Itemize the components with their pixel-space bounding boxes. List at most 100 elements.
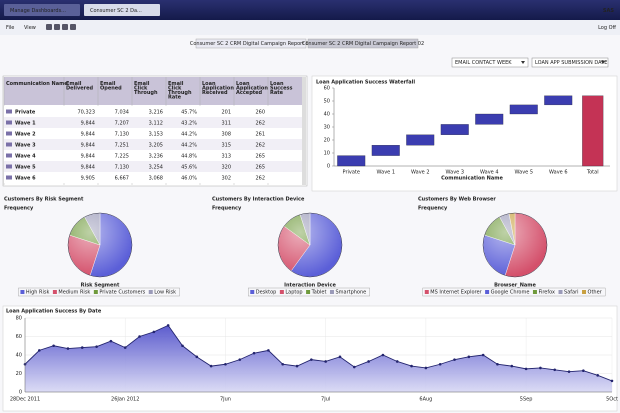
point <box>467 355 471 359</box>
table-cell: 7,207 <box>115 120 129 126</box>
scrollbar <box>302 77 306 185</box>
legend-swatch <box>424 290 429 294</box>
legend-swatch <box>582 290 587 294</box>
y-tick-label: 40 <box>324 112 330 118</box>
row-icon <box>6 120 12 125</box>
report-tab[interactable] <box>307 38 419 49</box>
legend-title: Risk Segment <box>81 283 120 289</box>
window-tab[interactable] <box>4 4 80 16</box>
point <box>453 358 456 361</box>
table-cell: 44.8% <box>181 153 197 159</box>
point <box>510 364 514 368</box>
table-row <box>4 128 302 139</box>
x-tick-label: 26Jan 2012 <box>111 397 139 403</box>
x-tick-label: Private <box>343 170 360 176</box>
table-cell: 45.6% <box>181 164 197 170</box>
legend-label: Safari <box>564 290 579 296</box>
toolbar-icon[interactable] <box>62 24 68 30</box>
legend-label: Tablet <box>311 290 327 296</box>
window-tab-label[interactable]: Consumer SC 2 Da... <box>90 8 142 14</box>
y-tick-label: 60 <box>16 334 22 340</box>
waterfall-bar <box>371 145 400 156</box>
legend-box <box>248 287 370 297</box>
filter-dropdown[interactable] <box>531 57 609 68</box>
table-cell: 6,667 <box>115 175 129 181</box>
row-icon <box>6 131 12 136</box>
table-cell: 3,068 <box>149 175 163 181</box>
table-cell: 313 <box>221 153 231 159</box>
chart-title: Loan Application Success By Date <box>6 309 102 315</box>
table-cell: 44.2% <box>181 142 197 148</box>
line <box>24 324 613 382</box>
x-tick-label: 6Aug <box>419 397 432 403</box>
table-cell: 9,844 <box>81 153 95 159</box>
table-cell: 7,130 <box>115 131 129 137</box>
table-cell: 3,205 <box>149 142 163 148</box>
x-tick-label: 7Jun <box>220 397 231 403</box>
legend-label: Private Customers <box>99 290 145 296</box>
total-bar <box>582 95 604 167</box>
table-cell: 9,844 <box>81 131 95 137</box>
report-tab[interactable] <box>195 38 307 49</box>
table-cell: 308 <box>221 131 231 137</box>
point <box>281 362 285 366</box>
log-off[interactable]: Log Off <box>598 25 616 31</box>
report-tab-label[interactable]: Consumer SC 2 CRM Digital Campaign Repor… <box>302 41 424 47</box>
point <box>252 351 256 355</box>
x-tick-label: Wave 5 <box>515 170 534 176</box>
point <box>123 346 127 349</box>
filter-label[interactable]: LOAN APP SUBMISSION DATE <box>535 60 607 66</box>
table-cell: 201 <box>221 109 231 115</box>
table-cell: 43.2% <box>181 120 197 126</box>
y-tick-label: 60 <box>324 86 330 92</box>
column-header: Communication Name <box>6 81 68 87</box>
table-cell: 3,236 <box>149 153 163 159</box>
point <box>238 358 242 361</box>
point <box>166 324 170 327</box>
y-tick-label: 0 <box>19 390 22 396</box>
row-icon <box>6 175 12 180</box>
point <box>424 366 428 370</box>
chart-subtitle: Frequency <box>212 206 242 212</box>
window-tab[interactable] <box>84 4 160 16</box>
point <box>324 360 327 363</box>
menu-item[interactable]: View <box>24 25 36 31</box>
table-row <box>4 161 302 172</box>
point <box>38 349 41 352</box>
table-cell: 7,251 <box>115 142 129 148</box>
menu-item[interactable]: File <box>6 25 14 31</box>
table-cell: 262 <box>255 175 265 181</box>
table-cell: 265 <box>255 153 265 159</box>
window-tab-label[interactable]: Manage Dashboards... <box>10 8 66 14</box>
row-icon <box>6 153 12 158</box>
point <box>438 362 442 366</box>
toolbar-icon[interactable] <box>54 24 60 30</box>
table-cell: 315 <box>221 142 231 148</box>
row-icon <box>6 142 12 147</box>
table-cell: 7,225 <box>115 153 129 159</box>
table-cell: 7,034 <box>115 109 129 115</box>
table-cell: Wave 6 <box>15 175 36 181</box>
point <box>567 370 571 373</box>
toolbar-icon[interactable] <box>70 24 76 30</box>
filter-label[interactable]: EMAIL CONTACT WEEK <box>455 60 512 66</box>
point <box>181 344 184 348</box>
table-cell: 260 <box>255 109 265 115</box>
legend-label: Laptop <box>285 290 302 296</box>
waterfall-bar <box>544 95 573 106</box>
point <box>553 368 557 372</box>
legend-label: High Risk <box>26 290 50 296</box>
chart-subtitle: Frequency <box>418 206 448 212</box>
report-tab-label[interactable]: Consumer SC 2 CRM Digital Campaign Repor… <box>190 41 312 47</box>
table-row <box>4 150 302 161</box>
legend-label: Low Risk <box>154 290 176 296</box>
filter-dropdown[interactable] <box>451 57 529 68</box>
point <box>481 353 485 357</box>
table-cell: 265 <box>255 164 265 170</box>
x-tick-label: 5Sep <box>520 397 533 403</box>
table-cell: 9,844 <box>81 120 95 126</box>
table-cell: 3,216 <box>149 109 163 115</box>
chart-title: Loan Application Success Waterfall <box>316 80 415 86</box>
legend-swatch <box>329 290 334 294</box>
toolbar-icon[interactable] <box>46 24 52 30</box>
